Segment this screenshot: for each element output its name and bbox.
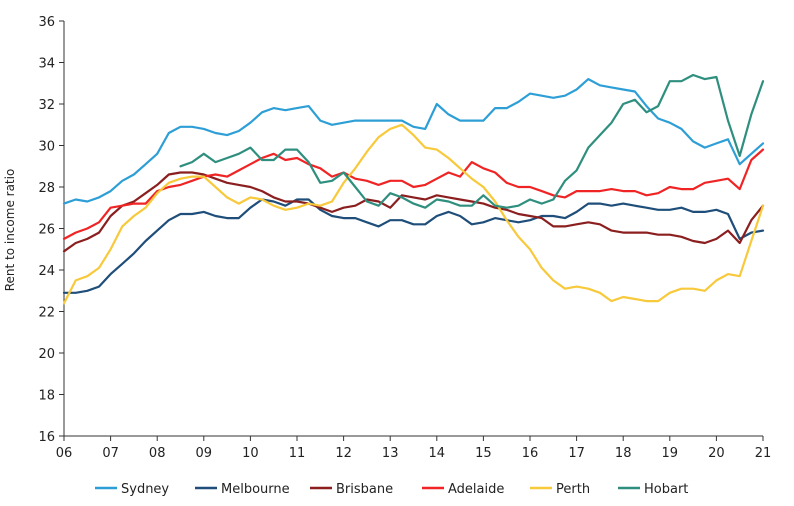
- x-tick-label: 12: [335, 446, 352, 461]
- x-tick-label: 07: [102, 446, 119, 461]
- series-line-melbourne: [62, 198, 765, 294]
- legend-item-adelaide: Adelaide: [422, 482, 504, 497]
- legend-label: Sydney: [121, 482, 169, 497]
- series-line-sydney: [62, 78, 765, 205]
- legend-item-sydney: Sydney: [95, 482, 169, 497]
- legend-label: Melbourne: [221, 482, 290, 497]
- series-lines: [62, 73, 765, 305]
- y-tick-label: 30: [38, 140, 55, 155]
- x-tick-label: 08: [149, 446, 166, 461]
- legend-item-brisbane: Brisbane: [310, 482, 393, 497]
- legend-label: Hobart: [644, 482, 688, 497]
- x-tick-label: 15: [475, 446, 492, 461]
- y-tick-label: 28: [38, 181, 55, 196]
- legend-label: Adelaide: [448, 482, 504, 497]
- series-line-perth: [62, 123, 765, 305]
- x-tick-label: 11: [289, 446, 306, 461]
- y-tick-labels: 16 18 20 22 24 26 28 30 32 34 36: [38, 15, 55, 445]
- axes: [59, 20, 764, 441]
- x-tick-label: 19: [662, 446, 679, 461]
- legend: Sydney Melbourne Brisbane Adelaide Perth Hoba…: [95, 482, 688, 497]
- series-line-adelaide: [62, 148, 765, 240]
- x-tick-label: 06: [56, 446, 73, 461]
- y-tick-label: 26: [38, 223, 55, 238]
- x-tick-labels: 06 07 08 09 10 11 12 13 14 15 16 17 18 19 20 21: [56, 446, 772, 461]
- y-tick-label: 22: [38, 306, 55, 321]
- legend-item-melbourne: Melbourne: [195, 482, 290, 497]
- legend-item-perth: Perth: [530, 482, 590, 497]
- x-tick-label: 21: [755, 446, 772, 461]
- x-tick-label: 10: [242, 446, 259, 461]
- y-axis-label: Rent to income ratio: [3, 169, 17, 292]
- x-tick-label: 09: [196, 446, 213, 461]
- series-line-hobart: [179, 73, 765, 209]
- legend-label: Brisbane: [336, 482, 393, 497]
- y-tick-label: 20: [38, 347, 55, 362]
- x-tick-label: 17: [568, 446, 585, 461]
- x-tick-label: 16: [522, 446, 539, 461]
- x-tick-label: 18: [615, 446, 632, 461]
- y-tick-label: 34: [38, 57, 55, 72]
- legend-item-hobart: Hobart: [618, 482, 688, 497]
- x-tick-label: 14: [429, 446, 446, 461]
- x-tick-label: 20: [708, 446, 725, 461]
- y-tick-label: 16: [38, 430, 55, 445]
- y-tick-label: 32: [38, 98, 55, 113]
- legend-label: Perth: [556, 482, 590, 497]
- x-tick-label: 13: [382, 446, 399, 461]
- series-line-brisbane: [62, 171, 765, 253]
- y-tick-label: 36: [38, 15, 55, 30]
- y-tick-label: 24: [38, 264, 55, 279]
- y-tick-label: 18: [38, 389, 55, 404]
